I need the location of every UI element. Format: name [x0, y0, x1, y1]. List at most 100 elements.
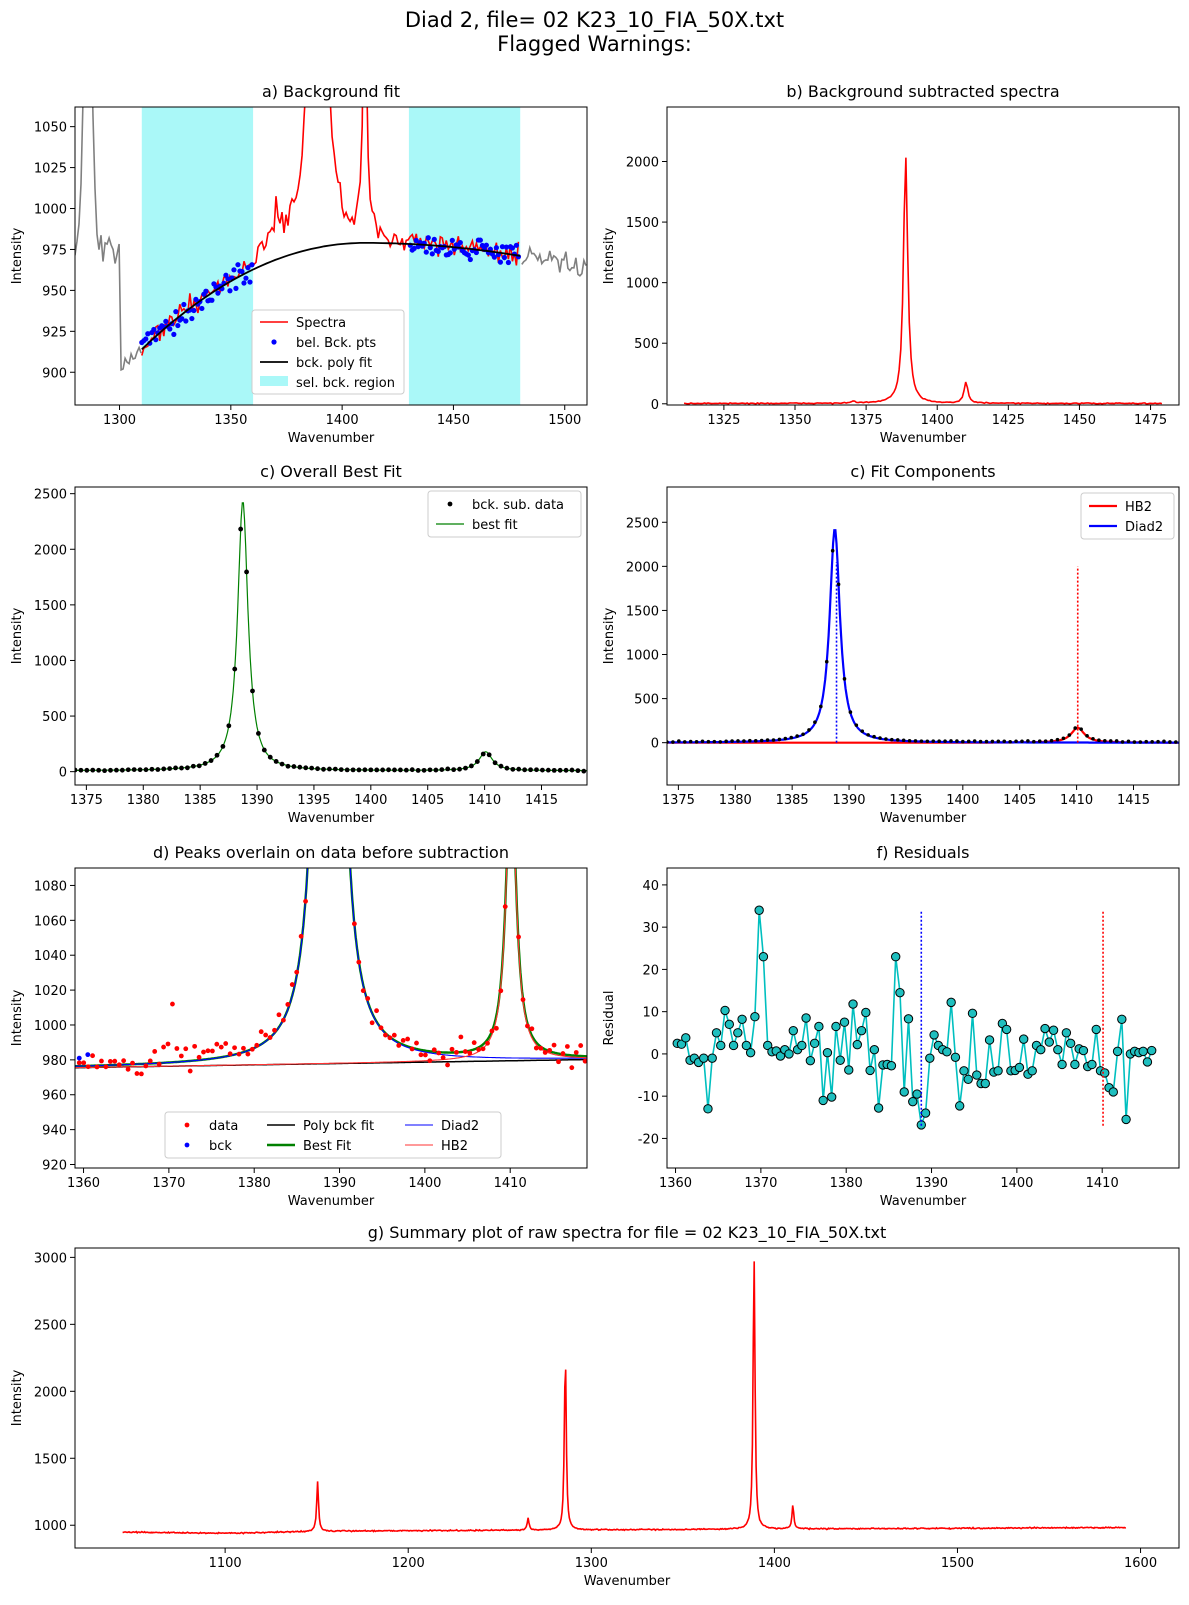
background-point [479, 242, 485, 249]
data-point [949, 739, 953, 743]
data-point [209, 1048, 215, 1054]
data-point [232, 666, 238, 672]
residual-point [698, 1053, 709, 1063]
residual-point [703, 1104, 713, 1114]
data-point [502, 904, 508, 909]
data-point [480, 751, 486, 757]
data-point [504, 765, 510, 771]
residual-point [1156, 0, 1164, 4]
background-point [243, 275, 249, 281]
legend-label: bck [209, 1139, 232, 1154]
data-point [214, 752, 220, 758]
data-point [332, 766, 338, 772]
data-point [76, 1060, 82, 1066]
residual-point [967, 1008, 978, 1019]
data-point [121, 1058, 127, 1064]
background-point [423, 249, 429, 255]
y-tick-label: 940 [42, 1124, 67, 1139]
background-point [431, 236, 437, 242]
axes-f: 1360 1370 1380 1390 1400 1410 -20 -10 0 10 20 30 40 f… [602, 0, 1180, 1209]
data-point [1114, 739, 1119, 743]
data-point [245, 1051, 251, 1057]
residual-point [886, 1061, 897, 1071]
y-axis-label: Intensity [10, 1369, 25, 1426]
axes-frame [666, 486, 1180, 786]
data-point [380, 767, 386, 773]
y-tick-label: 920 [42, 1159, 67, 1174]
x-tick-label: 1380 [830, 1176, 863, 1191]
data-point [279, 761, 285, 767]
data-point [529, 1026, 535, 1032]
chart-title: b) Background subtracted spectra [786, 82, 1059, 101]
data-point [258, 1029, 264, 1035]
residual-point [826, 1092, 837, 1102]
y-tick-label: 1000 [626, 277, 659, 292]
background-point [171, 331, 177, 337]
data-point [339, 513, 344, 518]
data-point [90, 767, 96, 773]
data-point [445, 1062, 450, 1068]
data-point [872, 734, 876, 739]
data-point [901, 738, 906, 743]
chart-title: a) Background fit [262, 82, 400, 101]
plot-area-f [672, 0, 1177, 1130]
background-point [183, 318, 189, 324]
data-point [227, 1051, 233, 1057]
data-point [343, 748, 348, 753]
residual-point [1061, 1028, 1072, 1038]
residual-point [716, 1040, 726, 1051]
data-point [161, 1044, 166, 1050]
x-tick-label: 1400 [326, 413, 359, 428]
y-axis-label: Intensity [10, 607, 25, 664]
data-point [919, 739, 924, 743]
data-point [1156, 739, 1160, 744]
y-tick-label: 1500 [34, 1452, 67, 1467]
data-point [427, 1058, 433, 1064]
residual-point [844, 1065, 854, 1075]
data-point [961, 739, 965, 744]
background-point [231, 267, 237, 273]
legend-swatch [184, 1122, 190, 1128]
data-point [449, 1046, 455, 1052]
x-tick-label: 1380 [719, 793, 752, 808]
data-point [125, 1066, 131, 1072]
axes-b: 1325 1350 1375 1400 1425 1450 1475 0 500 1000 1500… [602, 82, 1180, 446]
data-point [771, 738, 776, 742]
data-point [261, 747, 267, 753]
data-point [125, 767, 131, 773]
data-point [783, 736, 788, 741]
residual-point [980, 1078, 990, 1089]
residual-point [954, 1101, 965, 1111]
x-axis-label: Wavenumber [288, 811, 375, 826]
diad2-component [667, 529, 1179, 744]
data-point [303, 898, 308, 904]
background-point [505, 259, 512, 266]
residual-point [852, 1039, 862, 1050]
background-point [473, 249, 479, 256]
data-point [1144, 739, 1149, 744]
residual-point [1169, 0, 1177, 4]
background-point [497, 259, 504, 265]
data-point [545, 767, 551, 773]
x-tick-label: 1500 [548, 413, 581, 428]
data-point [706, 739, 711, 744]
residual-point [903, 1014, 914, 1024]
y-tick-label: 2500 [626, 516, 659, 531]
data-point [510, 766, 516, 772]
data-point [303, 765, 309, 771]
data-point [254, 1042, 260, 1048]
data-point [1162, 739, 1166, 744]
data-point [226, 723, 232, 729]
residual-point [912, 1089, 922, 1099]
data-point [108, 767, 113, 773]
data-point [972, 739, 977, 743]
data-point [185, 765, 190, 771]
plot-area-b [683, 157, 1163, 405]
x-tick-label: 1325 [707, 413, 740, 428]
residual-point [805, 1055, 816, 1066]
data-point [285, 1002, 291, 1007]
hb2-line [75, 868, 587, 1069]
residual-point [895, 987, 905, 998]
data-point [533, 1045, 539, 1051]
